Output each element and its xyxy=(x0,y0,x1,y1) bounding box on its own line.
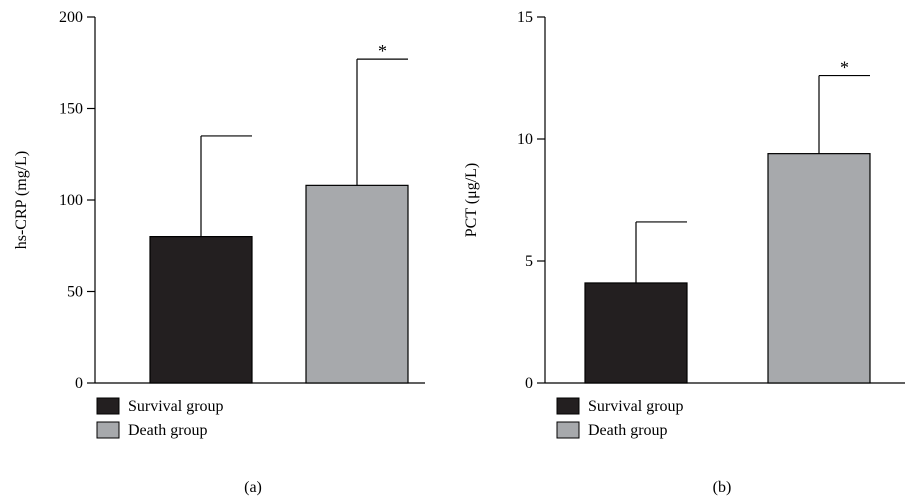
y-tick-label: 150 xyxy=(59,101,83,118)
legend-label: Survival group xyxy=(588,398,684,415)
legend-swatch xyxy=(556,421,580,439)
bar xyxy=(767,153,871,384)
y-tick-label: 0 xyxy=(75,375,83,392)
legend-label: Death group xyxy=(588,422,668,439)
y-tick-label: 0 xyxy=(525,375,533,392)
legend-swatch xyxy=(556,397,580,415)
legend-label: Death group xyxy=(128,422,208,439)
legend-swatch xyxy=(96,421,120,439)
legend-swatch xyxy=(96,397,120,415)
legend-label: Survival group xyxy=(128,398,224,415)
y-tick-label: 15 xyxy=(517,9,533,26)
panel-label: (a) xyxy=(244,479,262,496)
y-tick-label: 100 xyxy=(59,192,83,209)
bar xyxy=(305,184,409,384)
bar xyxy=(584,282,688,384)
y-tick-label: 50 xyxy=(67,284,83,301)
bar xyxy=(149,236,253,384)
chart-panel-2: 0 5 10 15 PCT (μg/L) * Survival group Death gro… xyxy=(463,9,905,496)
significance-marker: * xyxy=(378,41,387,61)
significance-marker: * xyxy=(840,58,849,78)
panel-label: (b) xyxy=(713,479,732,496)
y-axis-title: PCT (μg/L) xyxy=(463,163,480,238)
y-tick-label: 200 xyxy=(59,9,83,26)
chart-panel-1: 0 50 100 150 200 hs-CRP (mg/L) * Survival group… xyxy=(13,9,425,496)
y-axis-title: hs-CRP (mg/L) xyxy=(13,151,30,250)
y-tick-label: 5 xyxy=(525,253,533,270)
y-tick-label: 10 xyxy=(517,131,533,148)
